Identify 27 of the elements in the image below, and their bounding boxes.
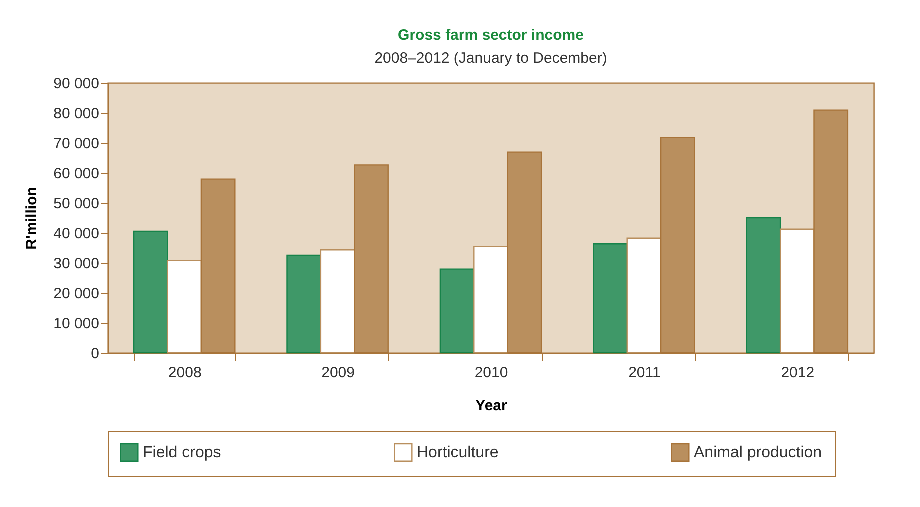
legend-label: Horticulture	[417, 444, 499, 462]
x-tick-label: 2012	[781, 364, 815, 382]
bar	[133, 230, 168, 354]
chart-subtitle: 2008–2012 (January to December)	[374, 50, 608, 67]
bar	[593, 244, 628, 354]
x-axis-title: Year	[476, 398, 508, 414]
y-tick-label: 20 000	[54, 286, 100, 302]
y-axis-title: R'million	[24, 187, 41, 250]
y-tick-label: 50 000	[54, 196, 100, 212]
bar	[286, 254, 322, 354]
y-tick-label: 90 000	[54, 76, 100, 92]
bar	[746, 217, 782, 354]
legend-label: Field crops	[143, 444, 222, 462]
chart-title: Gross farm sector income	[398, 27, 584, 44]
y-tick-label: 30 000	[54, 256, 100, 272]
y-tick-label: 40 000	[54, 226, 100, 242]
legend-label: Animal production	[694, 444, 822, 462]
y-tick-label: 60 000	[54, 166, 100, 182]
x-tick-label: 2010	[474, 364, 508, 382]
y-tick-label: 10 000	[54, 316, 100, 332]
x-tick-label: 2009	[322, 364, 355, 382]
y-tick-label: 0	[91, 346, 100, 362]
x-tick-label: 2011	[628, 364, 661, 382]
x-tick-label: 2008	[168, 364, 202, 382]
bar	[440, 268, 475, 354]
y-tick-label: 70 000	[54, 136, 100, 152]
y-tick-label: 80 000	[54, 106, 100, 122]
